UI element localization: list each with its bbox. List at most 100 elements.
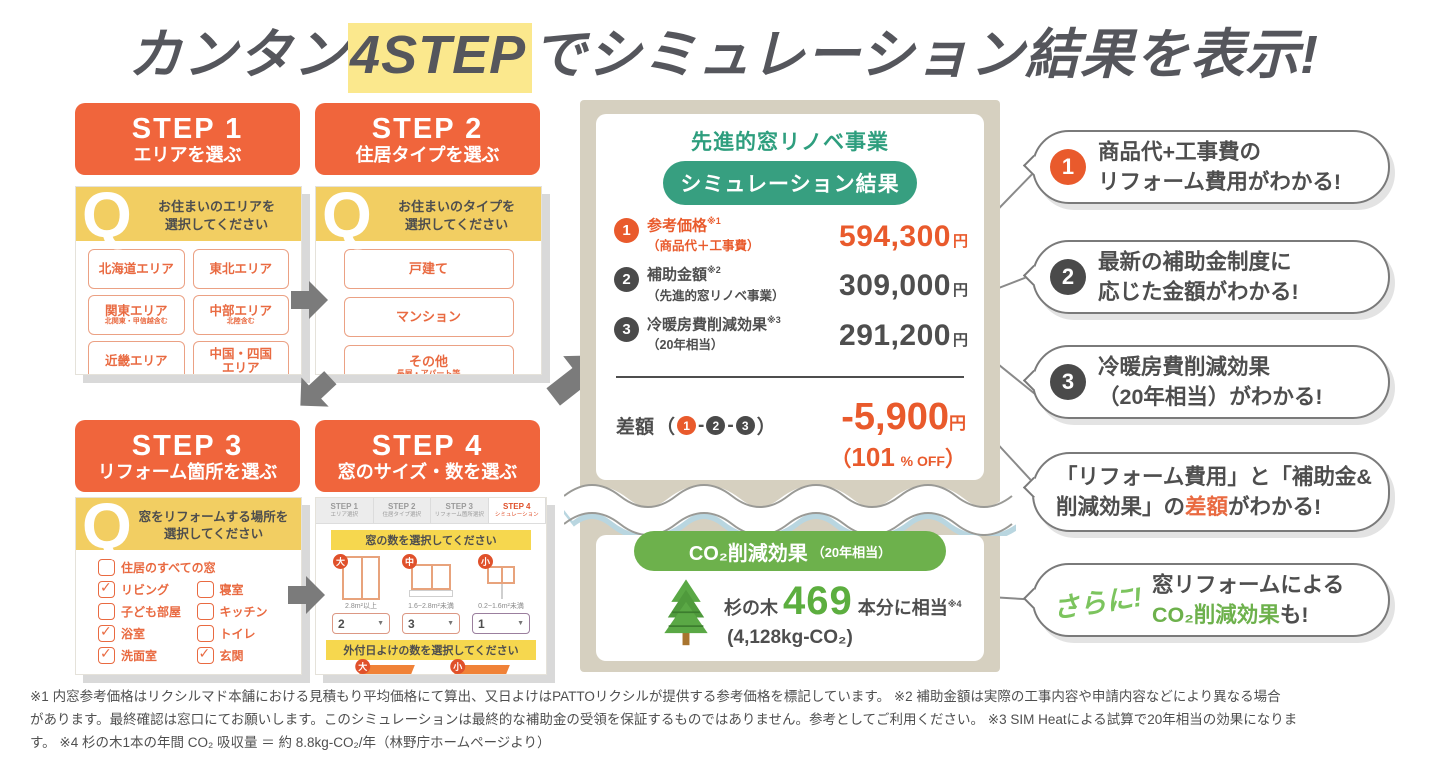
- page-title: カンタン4STEP でシミュレーション結果を表示!: [0, 10, 1447, 93]
- checkbox[interactable]: [98, 645, 115, 664]
- step2-question-band: Q お住まいのタイプを 選択してください: [316, 187, 541, 247]
- awning-small-icon: 小: [447, 659, 510, 674]
- co2-pill: CO₂削減効果 （20年相当）: [634, 531, 946, 571]
- row-energy-saving: 3 冷暖房費削減効果※3 （20年相当） 291,200 円: [614, 315, 968, 355]
- step3-question-band: Q 窓をリフォームする場所を 選択してください: [76, 498, 301, 558]
- window-range: 1.6~2.8m²未満: [408, 603, 454, 610]
- question-q-icon: Q: [322, 186, 372, 251]
- row-subsidy: 2 補助金額※2 （先進的窓リノベ事業） 309,000 円: [614, 265, 968, 305]
- checkbox-kitchen[interactable]: キッチン: [196, 603, 292, 620]
- window-option-medium: 中 1.6~2.8m²未満 3 ▼: [401, 554, 461, 634]
- type-button-mansion[interactable]: マンション: [343, 297, 514, 337]
- simulation-panel: 先進的窓リノベ事業 シミュレーション結果 1 参考価格※1 （商品代＋工事費） 5…: [564, 100, 1000, 672]
- step4-subtitle: 窓のサイズ・数を選ぶ: [337, 461, 518, 482]
- tab-step1[interactable]: STEP 1 エリア選択: [316, 498, 374, 523]
- tab-step4[interactable]: STEP 4 シミュレーション: [488, 498, 546, 523]
- step3-subtitle: リフォーム箇所を選ぶ: [97, 461, 278, 482]
- step1-header: STEP 1 エリアを選ぶ: [75, 103, 300, 175]
- title-post: でシミュレーション結果を表示!: [532, 25, 1319, 85]
- difference-row: 差額（ 1 - 2 - 3 ） -5,900円 （101 % OFF）: [616, 398, 966, 470]
- area-button-tohoku[interactable]: 東北エリア: [192, 249, 289, 289]
- dropdown-arrow-icon: ▼: [517, 620, 524, 627]
- step3-title: STEP 3: [131, 429, 244, 462]
- checkbox-washroom[interactable]: 洗面室: [98, 645, 193, 664]
- checkbox[interactable]: [98, 559, 115, 576]
- tree-count: 469: [783, 579, 853, 623]
- checkbox-all-windows[interactable]: 住居のすべての窓: [98, 559, 291, 576]
- window-size-row: 大 2.8m²以上 2 ▼ 中 1.6~2.8m²未満 3 ▼ 小 0.2~1.6m…: [316, 550, 546, 634]
- callout-1: 1 商品代+工事費の リフォーム費用がわかる!: [1032, 130, 1390, 204]
- area-button-chubu[interactable]: 中部エリア 北陸含む: [192, 295, 289, 335]
- step1-title: STEP 1: [131, 112, 244, 145]
- footnote-line: があります。最終確認は窓口にてお願いします。このシミュレーションは最終的な補助金…: [30, 711, 1298, 727]
- question-q-icon: Q: [82, 497, 132, 562]
- tab-step3[interactable]: STEP 3 リフォーム箇所選択: [431, 498, 489, 523]
- result-card: 先進的窓リノベ事業 シミュレーション結果 1 参考価格※1 （商品代＋工事費） 5…: [596, 114, 984, 480]
- title-pre: カンタン: [128, 25, 349, 85]
- checkbox-bedroom[interactable]: 寝室: [196, 581, 292, 598]
- size-badge-medium: 中: [402, 554, 417, 569]
- checkbox[interactable]: [196, 645, 214, 664]
- divider: [616, 376, 964, 378]
- medium-window-icon: [409, 564, 453, 597]
- step2-title: STEP 2: [371, 112, 484, 145]
- area-button-kinki[interactable]: 近畿エリア: [88, 341, 185, 374]
- co2-kg-value: (4,128kg-CO₂): [727, 627, 853, 648]
- number-3-badge: 3: [1050, 364, 1086, 400]
- size-badge-large: 大: [333, 554, 348, 569]
- type-button-detached[interactable]: 戸建て: [343, 249, 514, 289]
- area-button-kanto[interactable]: 関東エリア 北関東・甲信越含む: [88, 295, 185, 335]
- tab-step2[interactable]: STEP 2 住居タイプ選択: [373, 498, 431, 523]
- step4-title: STEP 4: [371, 429, 484, 462]
- type-button-other[interactable]: その他 長屋・アパート等 ※ 補助金の対象は賃貸オーナーとなります。: [343, 345, 514, 374]
- percent-off: （101 % OFF）: [830, 442, 966, 472]
- area-button-grid: 北海道エリア 東北エリア 関東エリア 北関東・甲信越含む 中部エリア 北陸含む 近畿…: [76, 241, 301, 374]
- checkbox[interactable]: [98, 603, 115, 620]
- dropdown-arrow-icon: ▼: [447, 620, 454, 627]
- awning-row: 大 小: [316, 659, 546, 674]
- footnote-line: す。 ※4 杉の木1本の年間 CO₂ 吸収量 ＝ 約 8.8kg-CO₂/年（林…: [30, 734, 551, 750]
- window-count-select-large[interactable]: 2 ▼: [332, 613, 390, 634]
- checkbox[interactable]: [196, 603, 214, 620]
- difference-accent: 差額: [1185, 495, 1229, 519]
- wave-separator: [564, 484, 1016, 536]
- checkbox[interactable]: [98, 623, 115, 642]
- step2-card: Q お住まいのタイプを 選択してください 戸建て マンション その他 長屋・アパ…: [315, 186, 542, 375]
- room-checkbox-list: 住居のすべての窓 リビング 寝室 子ども部屋 キッチン 浴室 トイレ 洗面室 玄…: [76, 550, 301, 664]
- energy-saving-value: 291,200 円: [839, 318, 968, 352]
- co2-card: CO₂削減効果 （20年相当） 杉の木 469 本分に相当※4 (4,128kg…: [596, 531, 984, 661]
- step3-header: STEP 3 リフォーム箇所を選ぶ: [75, 420, 300, 492]
- step3-question: 窓をリフォームする場所を 選択してください: [138, 510, 289, 541]
- checkbox-bathroom[interactable]: 浴室: [98, 623, 193, 642]
- question-q-icon: Q: [82, 186, 132, 251]
- subsidy-value: 309,000 円: [839, 269, 968, 303]
- step2-subtitle: 住居タイプを選ぶ: [355, 144, 500, 165]
- step-tabbar: STEP 1 エリア選択 STEP 2 住居タイプ選択 STEP 3 リフォーム箇所選…: [316, 498, 546, 524]
- checkbox-living[interactable]: リビング: [98, 579, 193, 598]
- co2-accent: CO₂削減効果: [1152, 603, 1280, 627]
- callout-3: 3 冷暖房費削減効果 （20年相当）がわかる!: [1032, 345, 1390, 419]
- sarani-badge: さらに!: [1050, 581, 1144, 624]
- checkbox-toilet[interactable]: トイレ: [196, 625, 292, 642]
- window-range: 2.8m²以上: [345, 603, 377, 610]
- number-1-badge: 1: [677, 416, 697, 435]
- step1-question-band: Q お住まいのエリアを 選択してください: [76, 187, 301, 247]
- step1-card: Q お住まいのエリアを 選択してください 北海道エリア 東北エリア 関東エリア北…: [75, 186, 302, 375]
- title-highlight: 4STEP: [348, 23, 533, 93]
- checkbox-kids-room[interactable]: 子ども部屋: [98, 603, 193, 620]
- window-count-select-medium[interactable]: 3 ▼: [402, 613, 460, 634]
- checkbox[interactable]: [98, 579, 115, 598]
- footnote-line: ※1 内窓参考価格はリクシルマド本舗における見積もり平均価格にて算出、又日よけは…: [30, 689, 1281, 704]
- window-option-small: 小 0.2~1.6m²未満 1 ▼: [471, 554, 531, 634]
- checkbox[interactable]: [196, 581, 214, 598]
- result-pill: シミュレーション結果: [663, 161, 917, 205]
- area-button-chugoku-shikoku[interactable]: 中国・四国 エリア: [192, 341, 289, 374]
- checkbox[interactable]: [196, 625, 214, 642]
- type-button-list: 戸建て マンション その他 長屋・アパート等 ※ 補助金の対象は賃貸オーナーとな…: [316, 241, 541, 374]
- checkbox-entrance[interactable]: 玄関: [196, 645, 292, 664]
- window-count-select-small[interactable]: 1 ▼: [472, 613, 530, 634]
- step2-question: お住まいのタイプを 選択してください: [397, 199, 515, 232]
- area-button-hokkaido[interactable]: 北海道エリア: [88, 249, 185, 289]
- dropdown-arrow-icon: ▼: [377, 620, 384, 627]
